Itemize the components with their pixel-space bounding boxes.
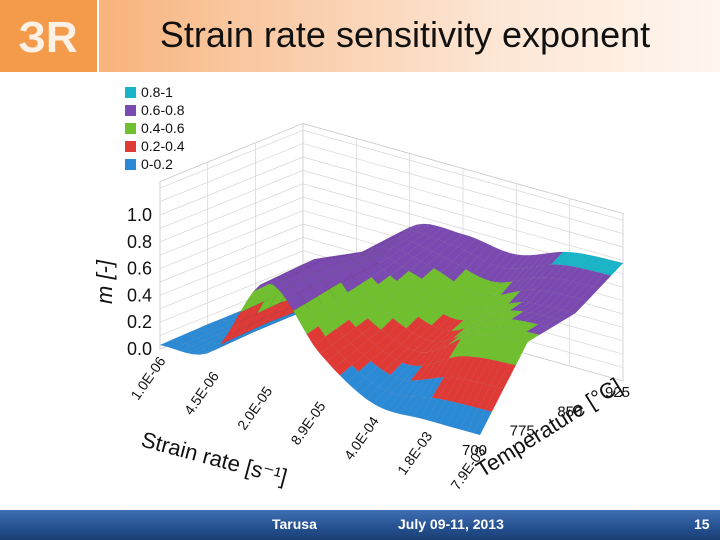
footer-bar: Tarusa July 09-11, 2013 15 (0, 510, 720, 540)
strain-rate-tick-label: 2.0E-05 (234, 383, 275, 433)
legend-label: 0.2-0.4 (141, 138, 185, 154)
legend-label: 0-0.2 (141, 156, 173, 172)
z-tick-label: 0.6 (127, 259, 152, 279)
logo-mark: ЗR (18, 13, 77, 62)
chart-legend: 0.8-1 0.6-0.8 0.4-0.6 0.2-0.4 0-0.2 (125, 84, 185, 172)
strain-rate-tick-label: 1.8E-03 (394, 428, 435, 478)
legend-swatch (125, 159, 136, 170)
legend-label: 0.8-1 (141, 84, 173, 100)
temperature-tick-label: 850 (557, 403, 582, 420)
legend-swatch (125, 123, 136, 134)
surface-plot (159, 223, 624, 436)
z-tick-label: 0.4 (127, 285, 152, 305)
strain-rate-tick-label: 1.0E-06 (127, 353, 168, 403)
surface-patch (592, 273, 612, 289)
temperature-tick-label: 700 (462, 442, 487, 459)
z-axis-label: m [-] (92, 259, 117, 304)
footer-location: Tarusa (272, 516, 317, 532)
temperature-tick-label: 925 (605, 384, 630, 401)
temperature-tick-label: 775 (510, 423, 535, 440)
surface-chart: 0.0 0.2 0.4 0.6 0.8 1.0 m [-] 1.0E-06 4.5E-06 2.0… (92, 84, 630, 493)
logo-text: ЗR (18, 13, 77, 62)
surface-patch (520, 333, 541, 343)
legend-label: 0.4-0.6 (141, 120, 185, 136)
z-tick-label: 0.8 (127, 232, 152, 252)
strain-rate-axis-label: Strain rate [s⁻¹] (139, 427, 290, 490)
strain-rate-tick-label: 4.5E-06 (181, 368, 222, 418)
surface-patch (473, 409, 493, 436)
surface-patch (485, 386, 505, 412)
surface-patch (496, 363, 517, 389)
footer-date: July 09-11, 2013 (398, 516, 504, 532)
page-title: Strain rate sensitivity exponent (159, 14, 651, 55)
page-number: 15 (694, 516, 710, 532)
z-tick-label: 1.0 (127, 205, 152, 225)
z-tick-label: 0.2 (127, 312, 152, 332)
legend-swatch (125, 141, 136, 152)
logo: ЗR (0, 0, 99, 72)
surface-patch (568, 298, 588, 314)
strain-rate-tick-label: 4.0E-04 (341, 413, 382, 463)
header-bar: ЗR Strain rate sensitivity exponent (0, 0, 720, 72)
surface-patch (580, 286, 600, 301)
strain-rate-tick-label: 8.9E-05 (287, 398, 328, 448)
legend-swatch (125, 87, 136, 98)
z-tick-label: 0.0 (127, 339, 152, 359)
legend-label: 0.6-0.8 (141, 102, 185, 118)
legend-swatch (125, 105, 136, 116)
